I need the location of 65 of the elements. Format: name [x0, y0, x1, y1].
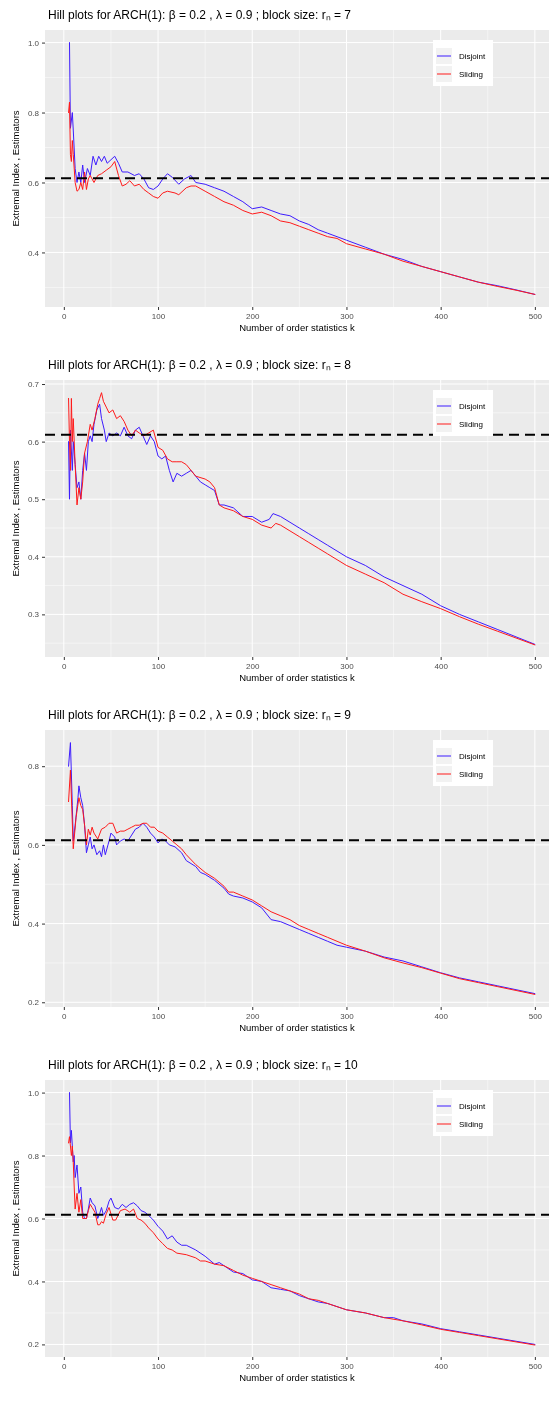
x-tick-label: 0: [62, 1361, 68, 1371]
y-tick-label: 0.6: [27, 437, 40, 447]
y-tick-label: 1.0: [27, 1088, 40, 1098]
x-tick-label: 200: [246, 661, 260, 671]
y-tick-label: 0.7: [27, 380, 40, 390]
x-tick-label: 100: [151, 661, 166, 671]
y-tick-label: 0.2: [27, 1340, 40, 1350]
legend-label: Disjoint: [459, 402, 487, 411]
x-tick-label: 300: [340, 311, 355, 321]
x-tick-label: 500: [528, 1361, 543, 1371]
x-tick-label: 0: [62, 1011, 68, 1021]
x-tick-label: 400: [434, 311, 449, 321]
x-axis-title: Number of order statistics k: [239, 1022, 356, 1033]
y-tick-label: 0.4: [27, 248, 40, 258]
y-axis-title: Extremal Index , Estimators: [10, 810, 21, 927]
y-tick-label: 0.6: [27, 178, 40, 188]
x-tick-label: 300: [340, 1361, 355, 1371]
x-tick-label: 200: [246, 1011, 260, 1021]
y-tick-label: 0.5: [27, 495, 40, 505]
legend-label: Disjoint: [459, 752, 487, 761]
y-tick-label: 0.2: [27, 998, 40, 1008]
y-tick-label: 0.4: [27, 552, 40, 562]
x-tick-label: 200: [246, 311, 260, 321]
x-tick-label: 0: [62, 311, 68, 321]
y-tick-label: 1.0: [27, 38, 40, 48]
chart-title: Hill plots for ARCH(1): β = 0.2 , λ = 0.9 ; block size: rₙ = 10: [48, 1058, 359, 1072]
line-series: [68, 1092, 536, 1345]
x-tick-label: 0: [62, 661, 68, 671]
y-tick-label: 0.4: [27, 919, 40, 929]
y-tick-label: 0.3: [27, 610, 40, 620]
x-tick-label: 100: [151, 1361, 166, 1371]
x-tick-label: 400: [434, 1361, 449, 1371]
legend-label: Disjoint: [459, 1102, 487, 1111]
y-tick-label: 0.4: [27, 1277, 40, 1287]
chart-title: Hill plots for ARCH(1): β = 0.2 , λ = 0.9 ; block size: rₙ = 8: [48, 358, 352, 372]
y-tick-label: 0.8: [27, 1151, 40, 1161]
y-axis-title: Extremal Index , Estimators: [10, 110, 21, 227]
x-tick-label: 500: [528, 311, 543, 321]
x-tick-label: 100: [151, 1011, 166, 1021]
x-axis-title: Number of order statistics k: [239, 672, 356, 683]
x-tick-label: 100: [151, 311, 166, 321]
y-tick-label: 0.8: [27, 108, 40, 118]
y-tick-label: 0.6: [27, 840, 40, 850]
y-axis-title: Extremal Index , Estimators: [10, 1160, 21, 1277]
x-tick-label: 300: [340, 661, 355, 671]
x-tick-label: 300: [340, 1011, 355, 1021]
legend-label: Sliding: [459, 70, 484, 79]
line-series: [68, 101, 536, 295]
x-tick-label: 200: [246, 1361, 260, 1371]
legend-label: Sliding: [459, 770, 484, 779]
line-series: [68, 1136, 536, 1346]
chart-title: Hill plots for ARCH(1): β = 0.2 , λ = 0.9 ; block size: rₙ = 9: [48, 708, 352, 722]
y-tick-label: 0.8: [27, 762, 40, 772]
x-axis-title: Number of order statistics k: [239, 322, 356, 333]
x-tick-label: 500: [528, 1011, 543, 1021]
y-tick-label: 0.6: [27, 1214, 40, 1224]
x-tick-label: 400: [434, 661, 449, 671]
y-axis-title: Extremal Index , Estimators: [10, 460, 21, 577]
x-axis-title: Number of order statistics k: [239, 1372, 356, 1383]
chart-title: Hill plots for ARCH(1): β = 0.2 , λ = 0.9 ; block size: rₙ = 7: [48, 8, 352, 22]
legend-label: Sliding: [459, 1120, 484, 1129]
legend-label: Sliding: [459, 420, 484, 429]
x-tick-label: 500: [528, 661, 543, 671]
x-tick-label: 400: [434, 1011, 449, 1021]
legend-label: Disjoint: [459, 52, 487, 61]
